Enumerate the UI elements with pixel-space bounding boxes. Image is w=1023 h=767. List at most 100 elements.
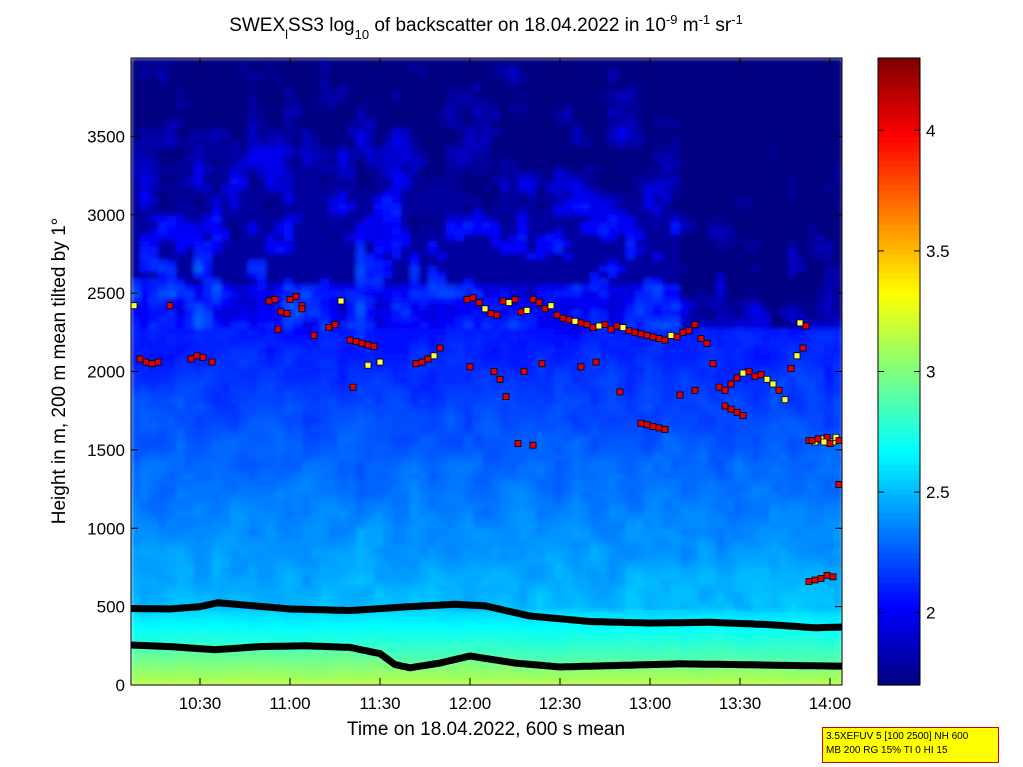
heatmap-cell (329, 64, 339, 72)
heatmap-cell (140, 58, 150, 66)
heatmap-cell (320, 152, 330, 160)
heatmap-cell (554, 591, 564, 599)
heatmap-cell (392, 95, 402, 103)
heatmap-cell (275, 578, 285, 586)
heatmap-cell (284, 503, 294, 511)
heatmap-cell (176, 58, 186, 66)
heatmap-cell (176, 139, 186, 147)
heatmap-cell (230, 277, 240, 285)
heatmap-cell (347, 672, 357, 680)
heatmap-cell (257, 258, 267, 266)
heatmap-cell (554, 239, 564, 248)
heatmap-cell (572, 484, 582, 492)
heatmap-cell (509, 522, 519, 530)
heatmap-cell (239, 315, 249, 323)
heatmap-cell (545, 145, 555, 154)
heatmap-cell (383, 183, 393, 191)
heatmap-cell (176, 446, 186, 454)
heatmap-cell (176, 227, 186, 235)
heatmap-cell (194, 446, 204, 454)
heatmap-cell (356, 95, 366, 103)
heatmap-cell (230, 127, 240, 135)
heatmap-cell (329, 509, 339, 517)
heatmap-cell (527, 534, 537, 542)
heatmap-cells (131, 58, 842, 685)
heatmap-cell (230, 177, 240, 185)
heatmap-cell (536, 158, 546, 166)
heatmap-cell (230, 509, 240, 517)
heatmap-cell (419, 559, 429, 567)
heatmap-cell (437, 177, 447, 185)
heatmap-cell (347, 459, 357, 467)
heatmap-cell (572, 559, 582, 567)
heatmap-cell (572, 371, 582, 379)
heatmap-cell (266, 578, 276, 586)
heatmap-cell (419, 177, 429, 185)
heatmap-cell (365, 208, 375, 216)
heatmap-cell (203, 597, 213, 605)
heatmap-cell (293, 584, 303, 592)
heatmap-cell (239, 133, 249, 141)
heatmap-cell (365, 659, 375, 668)
heatmap-cell (446, 321, 456, 329)
heatmap-cell (554, 114, 564, 122)
heatmap-cell (374, 365, 384, 373)
heatmap-cell (500, 177, 510, 185)
heatmap-cell (356, 572, 366, 580)
heatmap-cell (491, 377, 501, 386)
heatmap-cell (356, 365, 366, 373)
heatmap-cell (563, 127, 573, 135)
heatmap-cell (419, 214, 429, 223)
heatmap-cell (266, 597, 276, 605)
heatmap-cell (518, 396, 528, 404)
heatmap-cell (365, 453, 375, 461)
heatmap-cell (464, 346, 474, 354)
heatmap-cell (167, 189, 177, 197)
heatmap-cell (572, 440, 582, 448)
heatmap-cell (293, 647, 303, 655)
heatmap-cell (185, 534, 195, 542)
heatmap-cell (554, 471, 564, 480)
heatmap-cell (419, 371, 429, 379)
heatmap-cell (509, 591, 519, 599)
heatmap-cell (158, 333, 168, 342)
heatmap-cell (383, 578, 393, 586)
heatmap-cell (410, 208, 420, 216)
heatmap-cell (473, 277, 483, 285)
heatmap-cell (446, 591, 456, 599)
heatmap-cell (185, 427, 195, 436)
heatmap-cell (320, 553, 330, 561)
heatmap-cell (203, 195, 213, 204)
heatmap-cell (410, 503, 420, 511)
heatmap-cell (383, 534, 393, 542)
heatmap-cell (482, 58, 492, 66)
heatmap-cell (563, 540, 573, 549)
heatmap-cell (293, 578, 303, 586)
heatmap-cell (248, 421, 258, 429)
heatmap-cell (284, 384, 294, 392)
heatmap-cell (329, 70, 339, 78)
heatmap-cell (464, 258, 474, 266)
heatmap-cell (572, 672, 582, 680)
heatmap-cell (554, 95, 564, 103)
heatmap-cell (239, 384, 249, 392)
heatmap-cell (239, 321, 249, 329)
heatmap-cell (131, 239, 141, 248)
heatmap-cell (302, 609, 312, 618)
heatmap-cell (491, 672, 501, 680)
heatmap-cell (563, 264, 573, 273)
heatmap-cell (230, 434, 240, 442)
heatmap-cell (554, 333, 564, 342)
heatmap-cell (392, 528, 402, 536)
heatmap-cell (221, 377, 231, 386)
heatmap-cell (203, 415, 213, 423)
heatmap-cell (383, 434, 393, 442)
heatmap-cell (545, 528, 555, 536)
heatmap-cell (401, 189, 411, 197)
heatmap-cell (185, 114, 195, 122)
heatmap-cell (428, 258, 438, 266)
heatmap-cell (500, 484, 510, 492)
heatmap-cell (374, 402, 384, 411)
heatmap-cell (401, 208, 411, 216)
heatmap-cell (257, 221, 267, 229)
